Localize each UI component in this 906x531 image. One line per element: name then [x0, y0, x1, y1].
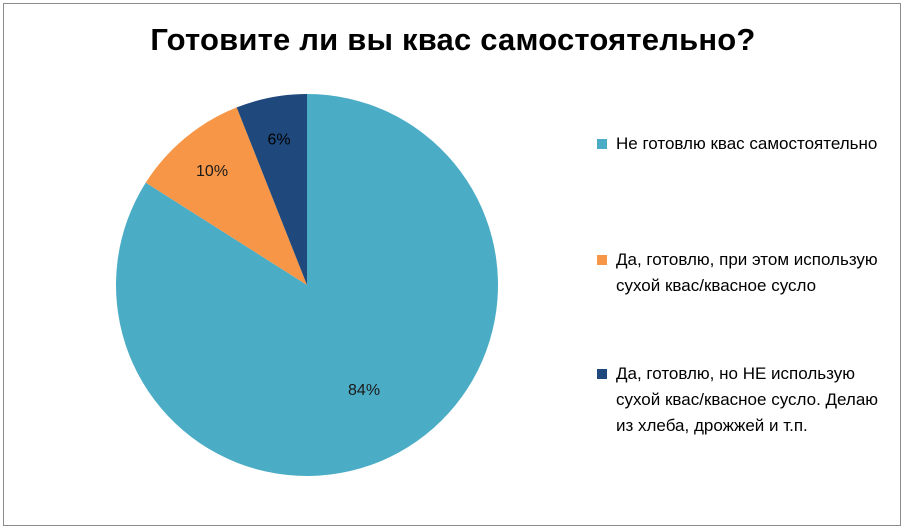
- legend-item-dry-kvass: Да, готовлю, при этом использую сухой кв…: [597, 247, 896, 299]
- legend-item-from-bread: Да, готовлю, но НЕ использую сухой квас/…: [597, 361, 896, 439]
- legend-item-not-making: Не готовлю квас самостоятельно: [597, 131, 896, 157]
- legend-label: Да, готовлю, но НЕ использую сухой квас/…: [616, 364, 879, 435]
- legend-swatch: [597, 255, 607, 265]
- chart-title: Готовите ли вы квас самостоятельно?: [150, 22, 756, 57]
- slice-data-label: 10%: [196, 163, 228, 180]
- slice-data-label: 84%: [348, 382, 380, 399]
- legend-swatch: [597, 369, 607, 379]
- legend-label: Не готовлю квас самостоятельно: [616, 134, 878, 153]
- pie-slice: [145, 107, 307, 285]
- slice-data-label: 6%: [268, 132, 291, 149]
- legend-label: Да, готовлю, при этом использую сухой кв…: [616, 250, 878, 295]
- pie-slice: [236, 94, 307, 285]
- legend-swatch: [597, 139, 607, 149]
